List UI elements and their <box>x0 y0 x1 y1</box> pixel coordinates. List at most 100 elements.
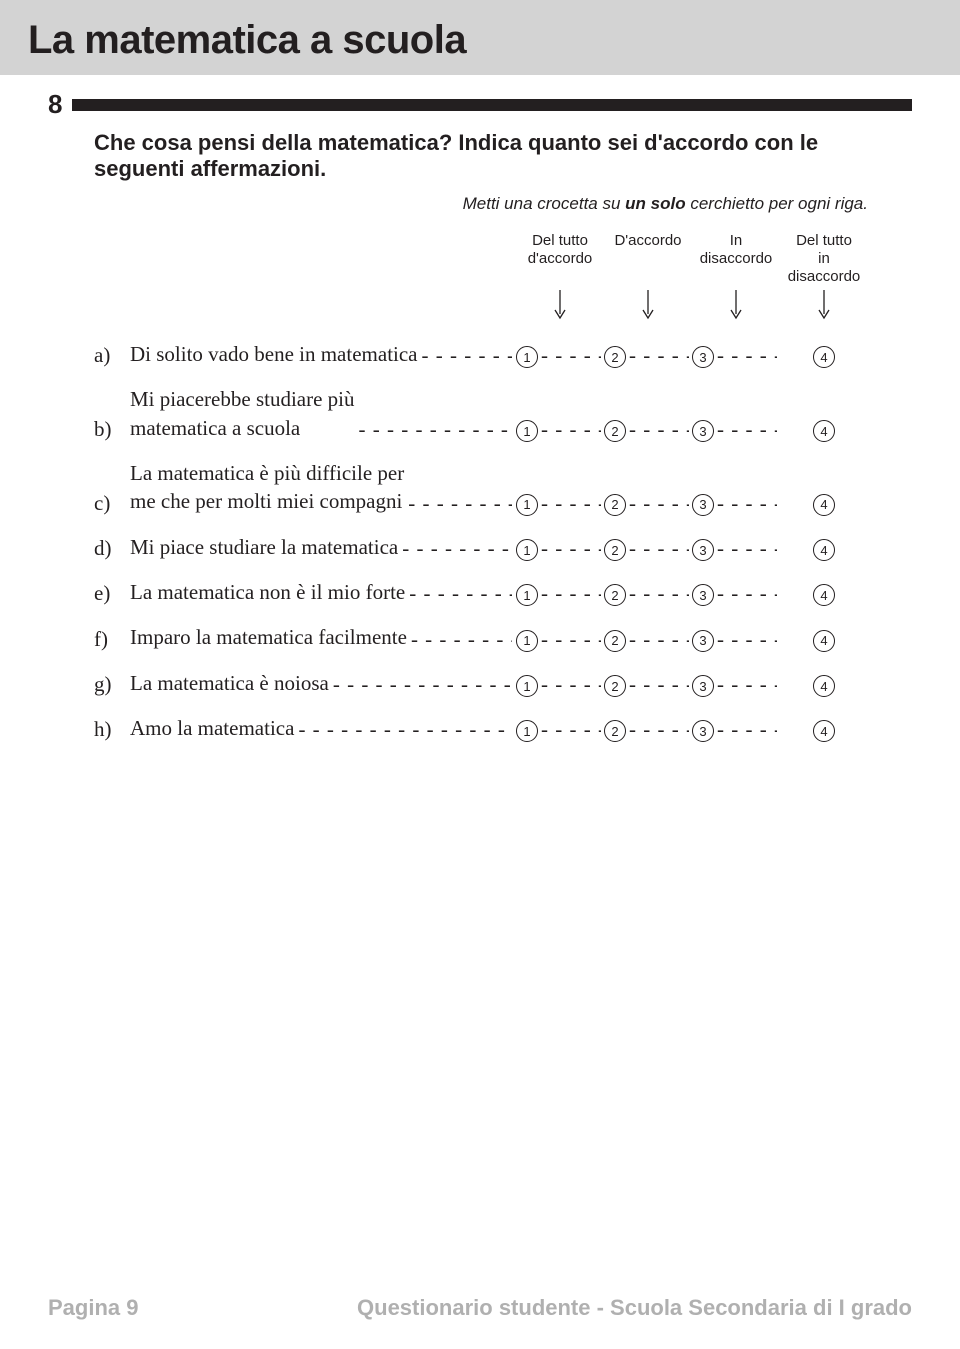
option-cell: 2 <box>604 539 692 561</box>
option-circle[interactable]: 3 <box>692 346 714 368</box>
options-group: 1 2 3 4 <box>516 584 868 606</box>
option-dashes <box>541 494 601 516</box>
item-letter: c) <box>94 491 130 516</box>
option-dashes <box>541 720 601 742</box>
option-circle[interactable]: 2 <box>604 720 626 742</box>
items-list: a)Di solito vado bene in matematica 1 2 3 4 b… <box>0 340 960 742</box>
leader-dashes <box>408 494 512 516</box>
option-cell: 2 <box>604 494 692 516</box>
leader-dashes <box>402 539 512 561</box>
item-label: Mi piacerebbe studiare più matematica a … <box>130 385 355 442</box>
option-cell: 2 <box>604 346 692 368</box>
option-circle[interactable]: 4 <box>813 675 835 697</box>
option-circle[interactable]: 4 <box>813 539 835 561</box>
option-dashes <box>717 420 777 442</box>
item-letter: b) <box>94 417 130 442</box>
option-cell: 3 <box>692 720 780 742</box>
arrow-down-icon <box>692 290 780 320</box>
option-dashes <box>717 675 777 697</box>
option-cell: 1 <box>516 675 604 697</box>
option-circle[interactable]: 1 <box>516 539 538 561</box>
options-group: 1 2 3 4 <box>516 630 868 652</box>
option-circle[interactable]: 4 <box>813 584 835 606</box>
item-label-wrap: La matematica è noiosa <box>130 669 516 697</box>
option-circle[interactable]: 3 <box>692 420 714 442</box>
option-circle[interactable]: 4 <box>813 420 835 442</box>
option-cell: 3 <box>692 584 780 606</box>
leader-dashes <box>422 346 513 368</box>
option-cell: 1 <box>516 539 604 561</box>
option-circle[interactable]: 2 <box>604 630 626 652</box>
option-cell: 3 <box>692 346 780 368</box>
option-dashes <box>629 346 689 368</box>
header-col-1: Del tutto d'accordo <box>516 232 604 286</box>
option-circle[interactable]: 3 <box>692 630 714 652</box>
option-circle[interactable]: 3 <box>692 494 714 516</box>
item-row: d)Mi piace studiare la matematica1234 <box>94 533 868 561</box>
header-line: D'accordo <box>604 232 692 250</box>
instruction-pre: Metti una crocetta su <box>463 194 626 213</box>
header-line: Del tutto <box>780 232 868 250</box>
option-circle[interactable]: 2 <box>604 539 626 561</box>
item-letter: a) <box>94 343 130 368</box>
option-cell: 4 <box>780 675 868 697</box>
option-cell: 3 <box>692 630 780 652</box>
item-row: a)Di solito vado bene in matematica 1 2 3 4 <box>94 340 868 368</box>
option-cell: 1 <box>516 346 604 368</box>
item-label-wrap: La matematica è più difficile per me che… <box>130 459 516 516</box>
option-cell: 4 <box>780 630 868 652</box>
option-cell: 4 <box>780 346 868 368</box>
footer-title: Questionario studente - Scuola Secondari… <box>357 1295 912 1321</box>
option-circle[interactable]: 1 <box>516 346 538 368</box>
option-dashes <box>629 494 689 516</box>
option-circle[interactable]: 4 <box>813 630 835 652</box>
item-label: Di solito vado bene in matematica <box>130 340 418 368</box>
option-circle[interactable]: 4 <box>813 346 835 368</box>
header-line: In <box>692 232 780 250</box>
option-cell: 4 <box>780 720 868 742</box>
option-dashes <box>541 346 601 368</box>
option-circle[interactable]: 4 <box>813 494 835 516</box>
option-circle[interactable]: 1 <box>516 720 538 742</box>
item-letter: e) <box>94 581 130 606</box>
option-circle[interactable]: 2 <box>604 494 626 516</box>
leader-dashes <box>409 584 512 606</box>
option-circle[interactable]: 1 <box>516 420 538 442</box>
option-circle[interactable]: 1 <box>516 494 538 516</box>
option-circle[interactable]: 3 <box>692 584 714 606</box>
option-dashes <box>717 720 777 742</box>
option-dashes <box>629 630 689 652</box>
leader-dashes <box>333 675 512 697</box>
item-letter: h) <box>94 717 130 742</box>
item-label: Amo la matematica <box>130 714 294 742</box>
option-cell: 4 <box>780 420 868 442</box>
option-circle[interactable]: 2 <box>604 675 626 697</box>
option-dashes <box>717 584 777 606</box>
option-cell: 1 <box>516 494 604 516</box>
option-circle[interactable]: 3 <box>692 675 714 697</box>
item-label: Imparo la matematica facilmente <box>130 623 407 651</box>
item-label-wrap: Mi piace studiare la matematica <box>130 533 516 561</box>
option-circle[interactable]: 2 <box>604 420 626 442</box>
item-row: h)Amo la matematica 1 2 3 4 <box>94 714 868 742</box>
page-footer: Pagina 9 Questionario studente - Scuola … <box>0 1295 960 1321</box>
option-cell: 2 <box>604 584 692 606</box>
option-dashes <box>717 539 777 561</box>
option-cell: 4 <box>780 494 868 516</box>
option-circle[interactable]: 1 <box>516 584 538 606</box>
option-cell: 2 <box>604 420 692 442</box>
option-cell: 4 <box>780 584 868 606</box>
option-circle[interactable]: 1 <box>516 630 538 652</box>
option-dashes <box>717 346 777 368</box>
option-circle[interactable]: 3 <box>692 720 714 742</box>
arrows-row <box>0 290 960 320</box>
item-label: La matematica è più difficile per me che… <box>130 459 404 516</box>
option-circle[interactable]: 2 <box>604 346 626 368</box>
option-cell: 3 <box>692 494 780 516</box>
option-circle[interactable]: 1 <box>516 675 538 697</box>
header-col-2: D'accordo <box>604 232 692 286</box>
option-circle[interactable]: 3 <box>692 539 714 561</box>
option-circle[interactable]: 4 <box>813 720 835 742</box>
option-circle[interactable]: 2 <box>604 584 626 606</box>
leader-dashes <box>359 420 513 442</box>
